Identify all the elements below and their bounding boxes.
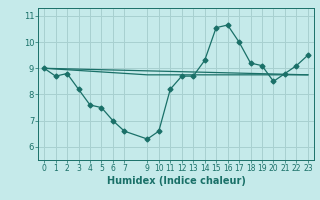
X-axis label: Humidex (Indice chaleur): Humidex (Indice chaleur) bbox=[107, 176, 245, 186]
